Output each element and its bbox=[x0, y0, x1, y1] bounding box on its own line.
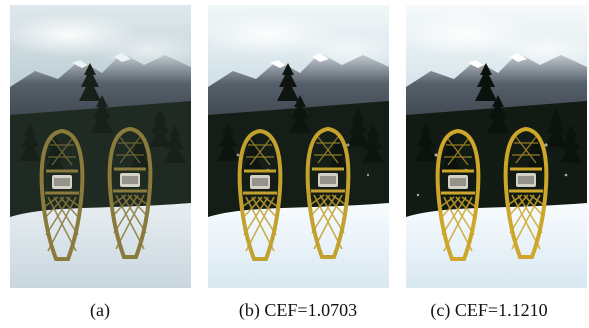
caption-a: (a) bbox=[90, 300, 110, 320]
photo-panel-c bbox=[406, 5, 587, 288]
caption-b: (b) CEF=1.0703 bbox=[238, 300, 358, 320]
photo-panel-a bbox=[10, 5, 191, 288]
caption-c: (c) CEF=1.1210 bbox=[430, 300, 548, 320]
photo-panel-b bbox=[208, 5, 389, 288]
snowshoe-photo-original bbox=[10, 5, 191, 288]
snowshoe-photo-enhanced-b bbox=[208, 5, 389, 288]
snowshoe-photo-enhanced-c bbox=[406, 5, 587, 288]
